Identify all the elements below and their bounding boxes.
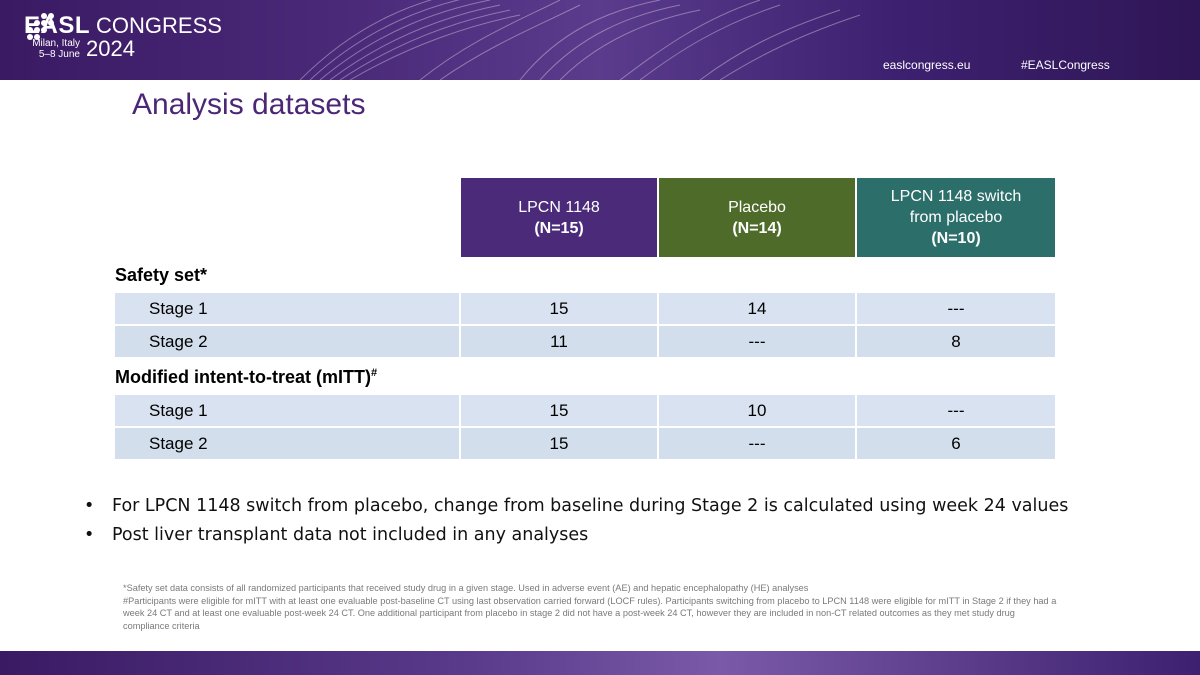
column-header-name-line2: from placebo <box>909 209 1003 226</box>
table-row: Stage 1 15 10 --- <box>115 395 1055 428</box>
logo-brand: EASL <box>24 12 91 39</box>
footnote-mitt: #Participants were eligible for mITT wit… <box>123 595 1057 631</box>
header-banner: EASL CONGRESS Milan, Italy 5–8 June 2024… <box>0 0 1200 80</box>
section-marker: * <box>200 264 208 285</box>
table-row: Stage 2 11 --- 8 <box>115 325 1055 359</box>
row-label: Stage 1 <box>115 293 460 326</box>
cell-value: 15 <box>459 395 658 428</box>
table-header-empty <box>115 178 460 257</box>
cell-value: 15 <box>459 427 658 461</box>
logo-year: 2024 <box>86 36 135 61</box>
section-title: Modified intent-to-treat (mITT) <box>115 366 371 387</box>
footer-band <box>0 651 1200 675</box>
table-header-row: LPCN 1148 (N=15) Placebo (N=14) LPCN 114… <box>115 178 1055 257</box>
column-header-n: (N=15) <box>534 219 584 237</box>
section-marker: # <box>370 366 378 379</box>
slide-title: Analysis datasets <box>132 88 366 121</box>
easl-dots-icon <box>27 13 54 40</box>
footnotes: *Safety set data consists of all randomi… <box>123 582 1058 632</box>
bullet-list: For LPCN 1148 switch from placebo, chang… <box>84 492 1068 550</box>
analysis-datasets-table: LPCN 1148 (N=15) Placebo (N=14) LPCN 114… <box>115 178 1055 461</box>
cell-value: 11 <box>459 325 658 359</box>
cell-value: --- <box>657 427 856 461</box>
hashtag-text: #EASLCongress <box>1021 58 1110 72</box>
cell-value: 10 <box>657 395 856 428</box>
section-title: Safety set <box>115 264 201 285</box>
table-row: Stage 2 15 --- 6 <box>115 427 1055 461</box>
column-header-switch: LPCN 1148 switch from placebo (N=10) <box>855 178 1055 257</box>
bullet-item: For LPCN 1148 switch from placebo, chang… <box>84 492 1068 521</box>
cell-value: --- <box>855 395 1055 428</box>
website-link[interactable]: easlcongress.eu <box>883 58 971 72</box>
footnote-safety: *Safety set data consists of all randomi… <box>123 583 809 593</box>
easl-congress-logo: EASL CONGRESS Milan, Italy 5–8 June 2024 <box>24 12 222 60</box>
column-header-placebo: Placebo (N=14) <box>657 178 856 257</box>
section-safety-set: Safety set* <box>115 257 1055 293</box>
section-mitt: Modified intent-to-treat (mITT)# <box>115 358 1055 395</box>
cell-value: 8 <box>855 325 1055 359</box>
column-header-name: LPCN 1148 <box>518 198 600 216</box>
cell-value: --- <box>855 293 1055 326</box>
column-header-n: (N=10) <box>931 230 981 247</box>
column-header-lpcn1148: LPCN 1148 (N=15) <box>459 178 658 257</box>
cell-value: 6 <box>855 427 1055 461</box>
table-row: Stage 1 15 14 --- <box>115 293 1055 326</box>
banner-swirl-decoration <box>299 0 861 80</box>
row-label: Stage 2 <box>115 427 460 461</box>
column-header-n: (N=14) <box>732 219 782 237</box>
logo-dates: 5–8 June <box>38 49 80 60</box>
cell-value: 15 <box>459 293 658 326</box>
logo-event: CONGRESS <box>96 13 222 38</box>
bullet-item: Post liver transplant data not included … <box>84 521 1068 550</box>
row-label: Stage 1 <box>115 395 460 428</box>
column-header-name-line1: LPCN 1148 switch <box>890 188 1022 205</box>
cell-value: --- <box>657 325 856 359</box>
row-label: Stage 2 <box>115 325 460 359</box>
cell-value: 14 <box>657 293 856 326</box>
logo-location: Milan, Italy <box>32 38 80 49</box>
column-header-name: Placebo <box>728 198 786 216</box>
